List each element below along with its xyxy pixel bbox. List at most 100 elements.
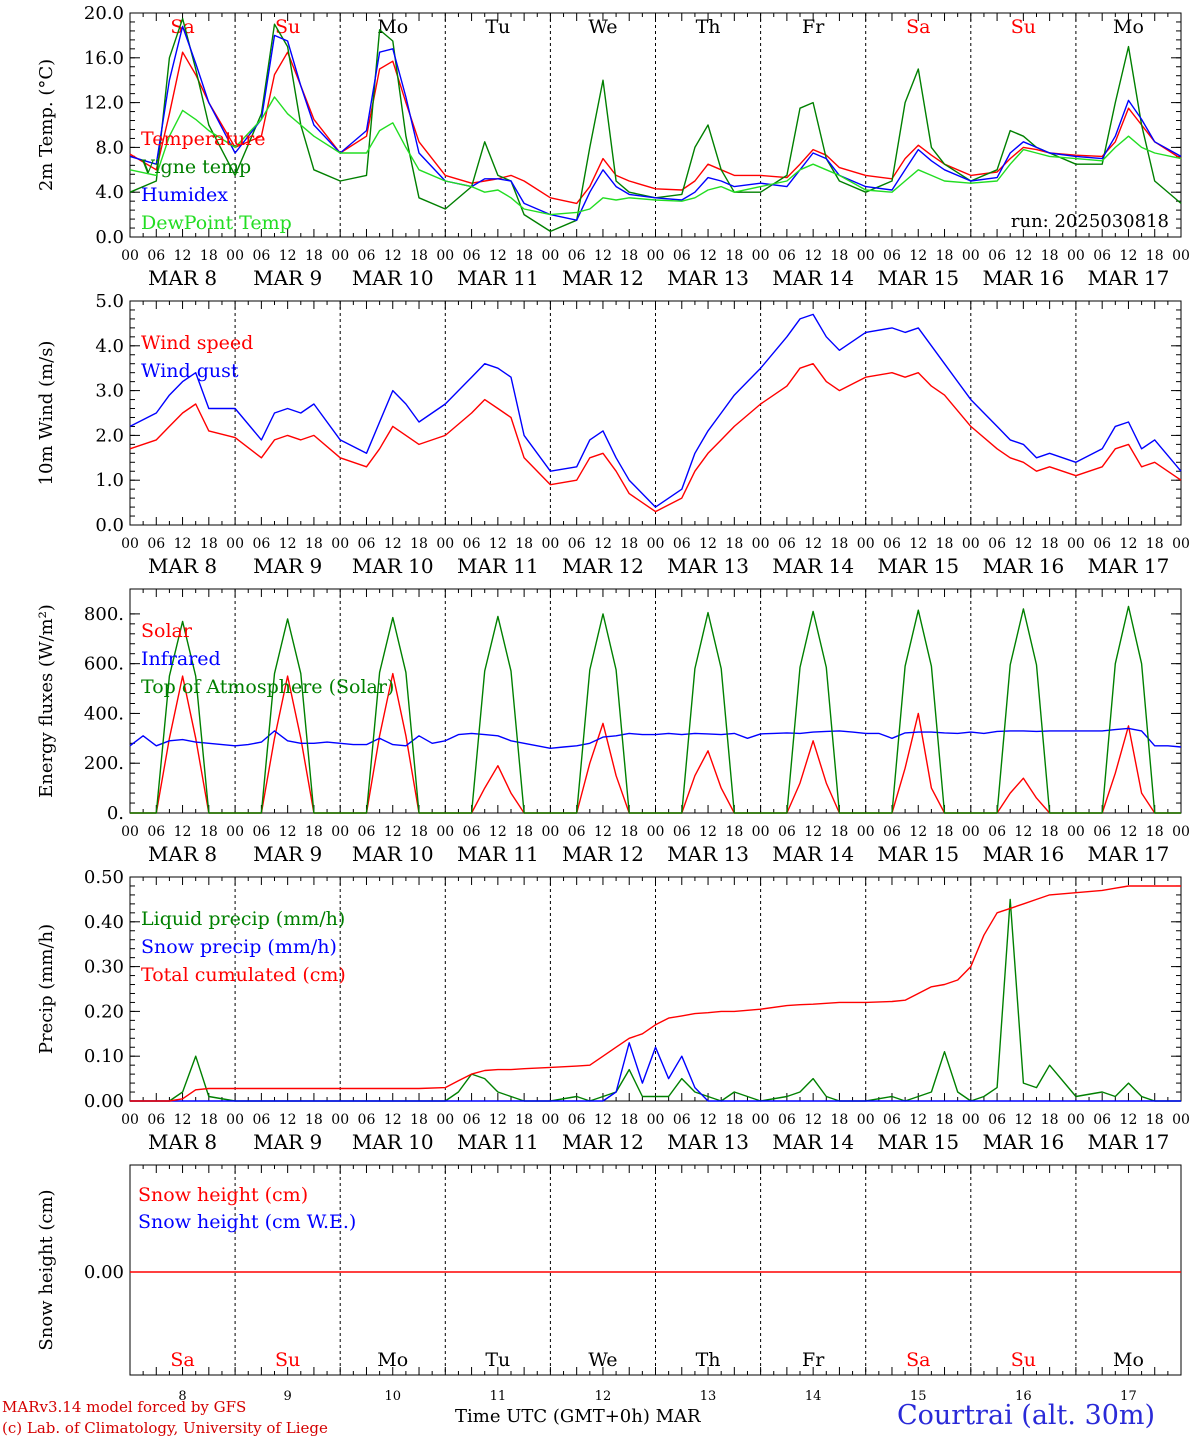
hour-tick-label: 00 [647,1112,665,1128]
hour-tick-label: 00 [1067,248,1085,264]
hour-tick-label: 18 [620,1112,638,1128]
weekday-label: Mo [1113,1349,1144,1371]
hour-tick-label: 06 [568,824,586,840]
weekday-label: Sa [170,1349,194,1371]
hour-tick-label: 00 [226,248,244,264]
hour-tick-label: 12 [1014,1112,1032,1128]
y-axis-label: Precip (mm/h) [36,924,57,1054]
hour-tick-label: 12 [279,248,297,264]
day-number-label: 12 [595,1389,612,1404]
date-label: MAR 11 [457,266,539,290]
legend-entry: Wind gust [141,360,239,382]
hour-tick-label: 18 [1041,824,1059,840]
hour-tick-label: 06 [147,1112,165,1128]
hour-tick-label: 06 [883,536,901,552]
hour-tick-label: 18 [410,248,428,264]
y-tick-label: 0.00 [84,1262,124,1283]
hour-tick-label: 18 [305,248,323,264]
y-tick-label: 0.0 [95,515,124,536]
hour-tick-label: 00 [857,824,875,840]
y-tick-label: 800. [84,604,124,625]
hour-tick-label: 18 [620,248,638,264]
date-label: MAR 17 [1088,266,1170,290]
date-label: MAR 10 [352,842,434,866]
day-number-label: 15 [910,1389,927,1404]
hour-tick-label: 06 [988,1112,1006,1128]
hour-tick-label: 18 [1041,536,1059,552]
hour-tick-label: 06 [883,248,901,264]
hour-tick-label: 18 [936,1112,954,1128]
hour-tick-label: 00 [962,248,980,264]
hour-tick-label: 18 [515,1112,533,1128]
hour-tick-label: 12 [1014,248,1032,264]
hour-tick-label: 06 [883,1112,901,1128]
legend-entry: Total cumulated (cm) [141,964,346,986]
hour-tick-label: 18 [831,248,849,264]
hour-tick-label: 00 [226,824,244,840]
series-line [130,605,1181,814]
weekday-label: Fr [802,1349,825,1371]
hour-tick-label: 12 [594,1112,612,1128]
hour-tick-label: 12 [1120,536,1138,552]
hour-tick-label: 18 [1146,824,1164,840]
hour-tick-label: 12 [384,248,402,264]
hour-tick-label: 12 [699,248,717,264]
date-label: MAR 11 [457,554,539,578]
hour-tick-label: 18 [620,536,638,552]
hour-tick-label: 06 [463,248,481,264]
date-label: MAR 9 [253,554,322,578]
day-number-label: 14 [805,1389,822,1404]
series-line [130,1042,1181,1102]
hour-tick-label: 12 [384,824,402,840]
credit-line-model: MARv3.14 model forced by GFS [2,1398,247,1416]
legend-entry: Snow height (cm) [138,1184,308,1206]
hour-tick-label: 06 [252,1112,270,1128]
hour-tick-label: 18 [515,248,533,264]
hour-tick-label: 00 [226,536,244,552]
hour-tick-label: 00 [1172,824,1190,840]
hour-tick-label: 12 [174,824,192,840]
hour-tick-label: 18 [1146,248,1164,264]
hour-tick-label: 18 [200,536,218,552]
date-label: MAR 14 [772,266,854,290]
y-tick-label: 400. [84,703,124,724]
hour-tick-label: 00 [121,536,139,552]
hour-tick-label: 00 [541,824,559,840]
date-label: MAR 14 [772,842,854,866]
hour-tick-label: 00 [121,824,139,840]
hour-tick-label: 06 [358,536,376,552]
hour-tick-label: 12 [489,1112,507,1128]
legend-entry: Humidex [141,184,228,206]
weekday-label: We [588,1349,617,1371]
hour-tick-label: 18 [515,824,533,840]
hour-tick-label: 06 [568,1112,586,1128]
hour-tick-label: 18 [305,536,323,552]
hour-tick-label: 06 [147,248,165,264]
date-label: MAR 9 [253,266,322,290]
hour-tick-label: 12 [804,248,822,264]
hour-tick-label: 06 [1093,1112,1111,1128]
date-label: MAR 12 [562,266,644,290]
hour-tick-label: 18 [936,536,954,552]
hour-tick-label: 06 [252,536,270,552]
y-tick-label: 0.00 [84,1091,124,1112]
day-number-label: 10 [384,1389,401,1404]
hour-tick-label: 18 [305,1112,323,1128]
date-label: MAR 17 [1088,842,1170,866]
hour-tick-label: 12 [909,248,927,264]
weekday-label: Su [1011,1349,1036,1371]
date-label: MAR 9 [253,1130,322,1154]
hour-tick-label: 18 [725,248,743,264]
date-label: MAR 12 [562,554,644,578]
hour-tick-label: 00 [226,1112,244,1128]
hour-tick-label: 00 [331,1112,349,1128]
hour-tick-label: 00 [436,824,454,840]
date-label: MAR 16 [982,1130,1064,1154]
hour-tick-label: 06 [778,1112,796,1128]
hour-tick-label: 06 [358,248,376,264]
hour-tick-label: 00 [647,536,665,552]
hour-tick-label: 00 [1172,248,1190,264]
hour-tick-label: 12 [174,1112,192,1128]
hour-tick-label: 12 [489,248,507,264]
date-label: MAR 15 [877,554,959,578]
